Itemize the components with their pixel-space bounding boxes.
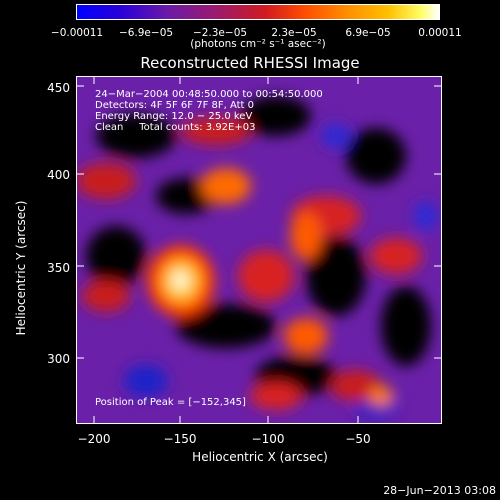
heatmap-blob — [238, 250, 294, 302]
colorbar-tick: 0.00011 — [418, 27, 462, 39]
x-axis-label: Heliocentric X (arcsec) — [192, 450, 328, 464]
heatmap-blob — [290, 212, 322, 260]
colorbar-tick: 2.3e−05 — [271, 27, 317, 39]
colorbar-tick: −0.00011 — [50, 27, 104, 39]
x-tick-label: −200 — [77, 432, 111, 446]
heatmap-blob — [381, 286, 431, 366]
heatmap-blob — [241, 96, 311, 136]
heatmap-blob — [331, 370, 381, 402]
heatmap-blob — [346, 128, 406, 184]
annotation-energy: Energy Range: 12.0 − 25.0 keV — [95, 111, 253, 122]
y-axis-label: Heliocentric Y (arcsec) — [14, 200, 28, 336]
heatmap-blob — [176, 304, 276, 348]
heatmap-blob — [414, 202, 438, 230]
heatmap-blob — [124, 365, 168, 397]
heatmap-blob — [322, 124, 350, 148]
plot-frame — [76, 76, 442, 424]
colorbar-tick: 6.9e−05 — [345, 27, 391, 39]
heatmap-blob — [181, 117, 251, 145]
x-tick-label: −150 — [163, 432, 197, 446]
heatmap-blob — [76, 163, 136, 199]
footer-timestamp: 28−Jun−2013 03:08 — [383, 484, 496, 497]
heatmap-blob — [86, 226, 146, 286]
heatmap-blob — [306, 236, 366, 316]
heatmap-blob — [96, 114, 176, 158]
y-tick-label: 300 — [47, 352, 70, 366]
heatmap-blob — [369, 386, 393, 406]
colorbar — [76, 4, 440, 20]
y-tick-label: 450 — [47, 81, 70, 95]
colorbar-tick: −2.3e−05 — [192, 27, 248, 39]
heatmap-blob — [156, 178, 216, 214]
chart-title: Reconstructed RHESSI Image — [140, 54, 360, 72]
heatmap-blob — [174, 273, 186, 287]
annotation-time: 24−Mar−2004 00:48:50.000 to 00:54:50.000 — [95, 89, 323, 100]
x-tick-label: −50 — [345, 432, 371, 446]
y-tick-label: 350 — [47, 261, 70, 275]
heatmap-blob — [250, 382, 302, 410]
annotation-detectors: Detectors: 4F 5F 6F 7F 8F, Att 0 — [95, 100, 255, 111]
heatmap-blob — [201, 168, 251, 204]
heatmap-blob — [370, 238, 422, 274]
heatmap-plot — [76, 76, 442, 424]
heatmap-blob — [82, 280, 130, 312]
annotation-peak: Position of Peak = [−152,345] — [95, 397, 246, 408]
heatmap-blob — [284, 318, 328, 354]
y-tick-label: 400 — [47, 168, 70, 182]
annotation-clean: Clean Total counts: 3.92E+03 — [95, 122, 256, 133]
x-tick-label: −100 — [251, 432, 285, 446]
colorbar-tick: −6.9e−05 — [118, 27, 174, 39]
colorbar-units: (photons cm⁻² s⁻¹ asec⁻²) — [190, 38, 326, 50]
